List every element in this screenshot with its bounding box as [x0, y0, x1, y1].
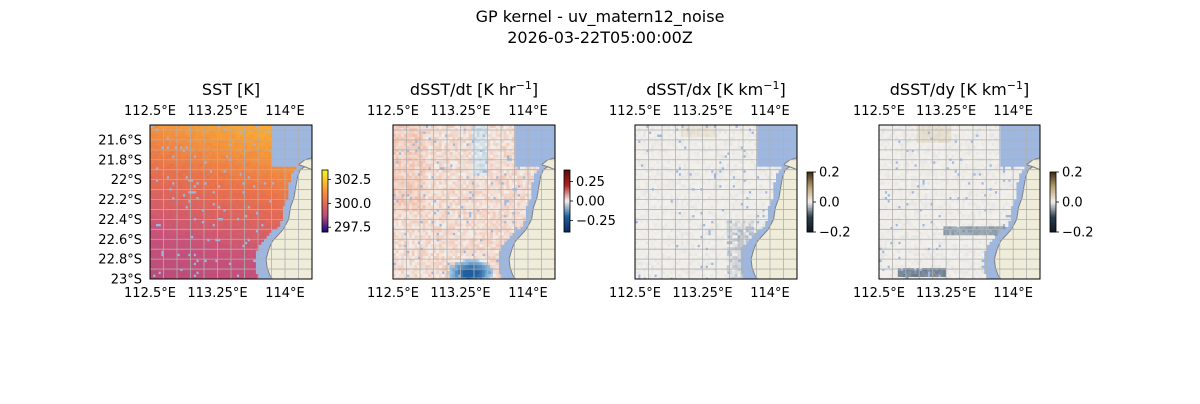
y-tick-label: 23°S: [111, 273, 142, 288]
x-tick-label-top: 113.25°E: [187, 104, 247, 119]
x-tick-label-bottom: 112.5°E: [367, 286, 419, 301]
figure-subtitle: 2026-03-22T05:00:00Z: [507, 28, 693, 47]
colorbar: 0.25 0.00 −0.25: [564, 170, 616, 232]
panel-dsstdx: dSST/dx [K km−1]112.5°E112.5°E113.25°E11…: [609, 79, 851, 301]
y-tick-label: 22.6°S: [98, 233, 142, 248]
colorbar-tick-label: 302.5: [334, 173, 371, 188]
y-tick-label: 22.2°S: [98, 193, 142, 208]
x-tick-label-bottom: 112.5°E: [124, 286, 176, 301]
x-tick-label-bottom: 113.25°E: [430, 286, 490, 301]
panel-body: [150, 125, 312, 281]
colorbar-tick-label: −0.25: [576, 214, 616, 229]
panel-title: dSST/dt [K hr−1]: [410, 79, 538, 99]
y-tick-label: 22°S: [111, 173, 142, 188]
x-tick-label-top: 114°E: [508, 104, 548, 119]
panel-body: [635, 125, 797, 281]
colorbar-tick-label: 297.5: [334, 221, 371, 236]
y-tick-label: 21.6°S: [98, 133, 142, 148]
panel-sst: SST [K] 112.5°E 112.5°E 113.25°E 113.25°E 114…: [98, 80, 371, 301]
x-tick-label-top: 112.5°E: [124, 104, 176, 119]
panel-body: [393, 125, 555, 281]
panel-dsstdt: dSST/dt [K hr−1] 112.5°E 112.5°E 113.25°E 11…: [367, 79, 616, 301]
figure-title: GP kernel - uv_matern12_noise: [476, 7, 725, 27]
data-cell: [520, 223, 523, 227]
panel-title-main: SST [K]: [202, 80, 260, 99]
y-tick-label: 22.8°S: [98, 253, 142, 268]
data-cell: [277, 223, 280, 227]
y-tick-label: 21.8°S: [98, 153, 142, 168]
panel-title-superscript: −1: [516, 79, 532, 92]
panels-group: SST [K] 112.5°E 112.5°E 113.25°E 113.25°E 114…: [98, 79, 1093, 301]
colorbar: 302.5 300.0 297.5: [322, 170, 371, 236]
panel-title-end: ]: [532, 80, 538, 99]
colorbar-tick-label: 300.0: [334, 197, 371, 212]
x-tick-label-top: 113.25°E: [430, 104, 490, 119]
colorbar-tick-label: 0.25: [576, 175, 605, 190]
y-tick-label: 22.4°S: [98, 213, 142, 228]
x-tick-label-bottom: 113.25°E: [187, 286, 247, 301]
panel-title: SST [K]: [202, 80, 260, 99]
x-tick-label-bottom: 114°E: [508, 286, 548, 301]
data-cell: [288, 179, 291, 183]
x-tick-label-top: 114°E: [265, 104, 305, 119]
colorbar-tick-label: 0.00: [576, 195, 605, 210]
x-tick-label-top: 112.5°E: [367, 104, 419, 119]
panel-title-main: dSST/dt [K hr: [410, 80, 516, 99]
x-tick-label-bottom: 114°E: [265, 286, 305, 301]
data-cell: [531, 179, 534, 183]
